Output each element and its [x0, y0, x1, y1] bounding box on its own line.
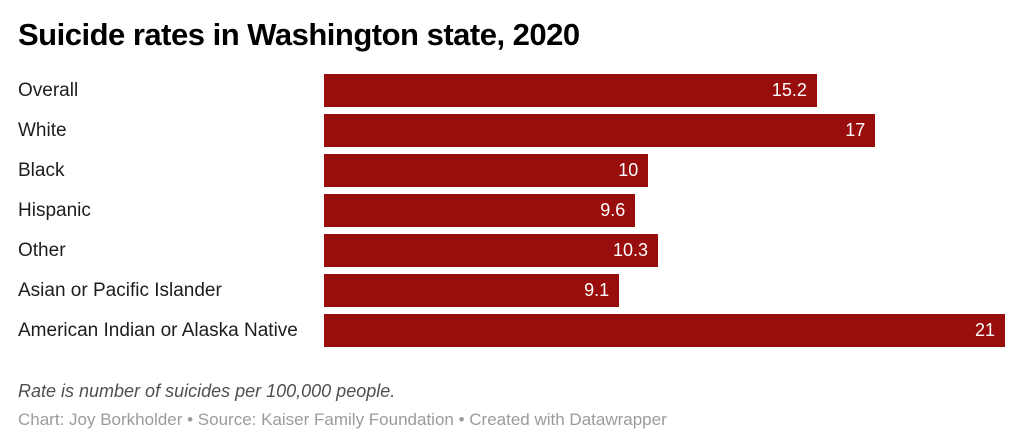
- category-label: Hispanic: [18, 199, 91, 221]
- chart-title: Suicide rates in Washington state, 2020: [18, 17, 580, 52]
- category-label: White: [18, 119, 67, 141]
- bar-row: American Indian or Alaska Native 21: [18, 314, 1005, 347]
- chart-credits-byline: Chart: Joy Borkholder • Source: Kaiser F…: [18, 410, 667, 429]
- category-label: Overall: [18, 79, 79, 101]
- bar-row: Other 10.3: [18, 234, 1005, 267]
- category-label: Black: [18, 159, 65, 181]
- bar: 9.1: [324, 274, 620, 307]
- bar: 9.6: [324, 194, 636, 227]
- bar-row: Hispanic 9.6: [18, 194, 1005, 227]
- bar: 10.3: [324, 234, 658, 267]
- bar-track: 17: [324, 114, 1005, 147]
- bar: 17: [324, 114, 876, 147]
- bar-value-label: 9.1: [584, 280, 610, 300]
- bar-row: White 17: [18, 114, 1005, 147]
- bar: 10: [324, 154, 649, 187]
- category-label: Asian or Pacific Islander: [18, 279, 222, 301]
- chart-note: Rate is number of suicides per 100,000 p…: [18, 381, 396, 401]
- bar-track: 9.6: [324, 194, 1005, 227]
- bar-value-label: 10.3: [612, 240, 648, 260]
- bar-value-label: 15.2: [771, 80, 807, 100]
- bar-value-label: 10: [618, 160, 639, 180]
- bar-track: 21: [324, 314, 1005, 347]
- bar-track: 15.2: [324, 74, 1005, 107]
- bar-value-label: 17: [845, 120, 866, 140]
- bar-track: 10: [324, 154, 1005, 187]
- bar-value-label: 21: [974, 320, 995, 340]
- category-label: American Indian or Alaska Native: [18, 319, 298, 341]
- bar: 21: [324, 314, 1005, 347]
- bar-row: Asian or Pacific Islander 9.1: [18, 274, 1005, 307]
- category-label: Other: [18, 239, 66, 261]
- bar-chart-plot-area: Overall 15.2 White 17 Black 10 Hispanic 9.6 Othe…: [18, 74, 1005, 347]
- bar-row: Black 10: [18, 154, 1005, 187]
- bar-track: 10.3: [324, 234, 1005, 267]
- bar-value-label: 9.6: [600, 200, 626, 220]
- bar-row: Overall 15.2: [18, 74, 1005, 107]
- bar-track: 9.1: [324, 274, 1005, 307]
- bar: 15.2: [324, 74, 817, 107]
